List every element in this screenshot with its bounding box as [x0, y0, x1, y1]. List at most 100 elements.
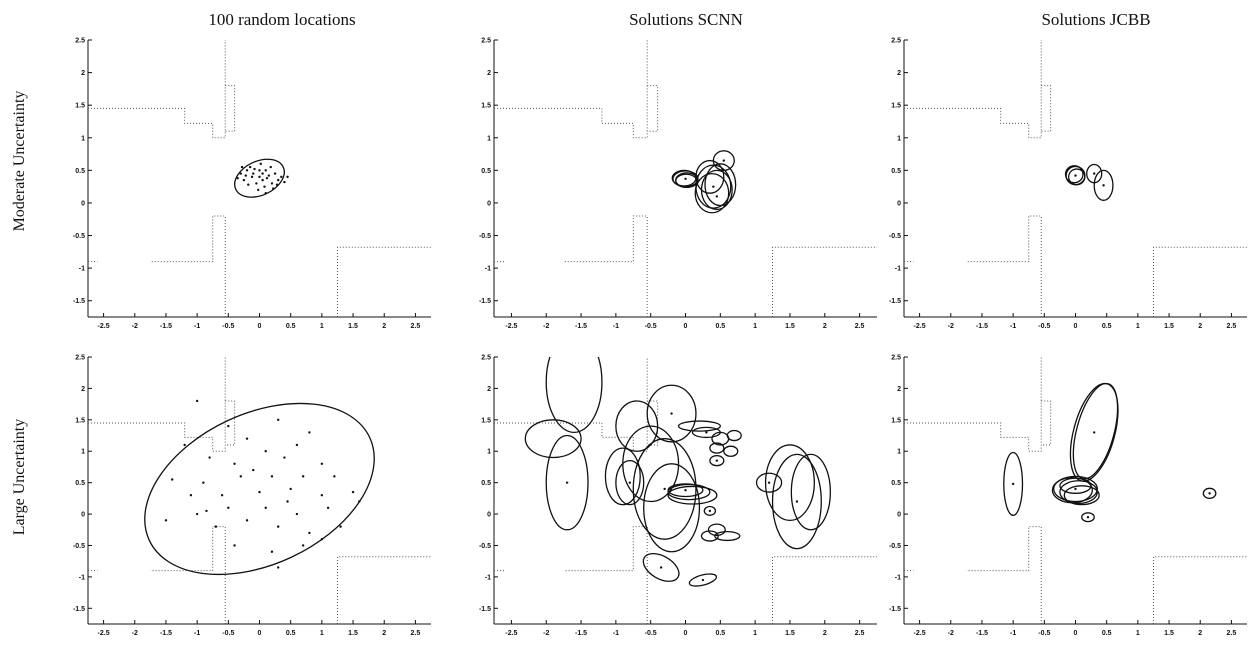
x-tick: 1: [1136, 620, 1140, 637]
x-tick: -0.5: [222, 313, 234, 330]
x-tick-label: -1: [194, 630, 200, 637]
x-tick-label: -0.5: [645, 323, 657, 330]
location-point: [170, 478, 174, 481]
map-wall: [88, 357, 226, 452]
x-tick: -0.5: [222, 620, 234, 637]
x-tick-label: 2: [823, 323, 827, 330]
uncertainty-ellipse: [703, 505, 717, 516]
y-tick-label: -1: [485, 574, 491, 581]
y-tick-label: -1: [485, 266, 491, 273]
x-tick: -2.5: [914, 313, 926, 330]
location-point: [245, 169, 249, 172]
y-tick: 2: [897, 386, 908, 393]
x-tick: -0.5: [1038, 620, 1050, 637]
x-tick: -2.5: [505, 313, 518, 330]
y-tick: 0.5: [481, 168, 498, 175]
location-point: [253, 167, 256, 171]
uncertainty-ellipse: [709, 442, 725, 454]
plot-area: [904, 40, 1247, 317]
map-wall: [337, 556, 431, 624]
location-point: [273, 172, 277, 175]
y-tick-label: -1: [895, 574, 901, 581]
x-tick: 0: [1074, 313, 1078, 330]
location-point: [663, 487, 666, 491]
y-tick: -0.5: [479, 543, 498, 550]
location-point: [283, 456, 286, 459]
location-point: [264, 169, 267, 172]
x-tick-label: -1.5: [575, 630, 587, 637]
location-point: [233, 462, 236, 465]
uncertainty-ellipse: [1064, 165, 1084, 184]
y-tick: 1.5: [891, 103, 908, 110]
x-tick-label: -2: [132, 630, 138, 637]
y-tick-label: 0.5: [75, 168, 85, 175]
x-tick: 2: [382, 313, 386, 330]
plot-area: [88, 357, 431, 624]
y-tick: 0: [897, 512, 908, 519]
location-point: [320, 494, 324, 497]
location-point: [722, 159, 725, 162]
map-wall: [494, 40, 648, 139]
map-wall: [772, 556, 877, 624]
uncertainty-ellipse: [688, 573, 718, 587]
location-point: [270, 550, 274, 553]
x-tick: -1.5: [575, 620, 587, 637]
y-tick-label: 0.5: [891, 480, 901, 487]
location-point: [265, 176, 269, 180]
location-point: [358, 500, 361, 503]
x-tick-label: -1.5: [976, 630, 988, 637]
location-point: [712, 185, 715, 188]
location-point: [1074, 487, 1077, 491]
y-tick-label: -0.5: [889, 233, 901, 240]
y-tick-label: 0: [487, 512, 491, 519]
x-tick-label: 0.5: [715, 630, 725, 637]
x-tick: -1: [613, 313, 619, 330]
y-tick: 1.5: [481, 103, 498, 110]
location-point: [280, 175, 283, 179]
location-point: [1011, 482, 1015, 486]
location-point: [263, 185, 266, 188]
x-tick-label: 1: [1136, 323, 1140, 330]
y-tick-label: 2.5: [75, 355, 85, 362]
y-tick: 0: [487, 512, 498, 519]
y-tick-label: 1: [897, 135, 901, 142]
location-point: [183, 443, 186, 447]
x-tick-label: 2.5: [1227, 323, 1237, 330]
y-tick: 1.5: [481, 417, 498, 424]
location-point: [233, 544, 236, 547]
uncertainty-ellipse: [700, 530, 719, 542]
uncertainty-ellipse: [615, 460, 645, 506]
location-point: [247, 183, 250, 186]
y-tick-label: -1.5: [73, 298, 85, 305]
uncertainty-ellipse: [695, 159, 725, 194]
location-point: [270, 182, 274, 185]
y-tick: 1.5: [75, 417, 92, 424]
x-tick-label: -2.5: [914, 630, 926, 637]
y-tick: 2: [81, 386, 92, 393]
x-tick-label: 1: [320, 323, 324, 330]
x-tick-label: 0: [684, 323, 688, 330]
x-tick: 1: [320, 620, 324, 637]
location-point: [277, 418, 280, 422]
uncertainty-ellipse: [1081, 512, 1095, 523]
x-tick-label: 2.5: [411, 630, 421, 637]
x-tick: 2.5: [855, 313, 865, 330]
x-tick-label: -2.5: [98, 630, 110, 637]
x-tick: 1: [320, 313, 324, 330]
x-tick: 2: [382, 620, 386, 637]
y-tick-label: -1: [79, 574, 85, 581]
uncertainty-ellipse: [1003, 451, 1024, 516]
location-point: [261, 178, 264, 182]
location-point: [715, 459, 719, 462]
uncertainty-ellipse: [764, 444, 815, 521]
x-tick: 2: [1198, 313, 1202, 330]
x-tick-label: 0: [684, 630, 688, 637]
y-tick: -0.5: [479, 233, 498, 240]
uncertainty-ellipse: [643, 463, 701, 553]
y-tick-label: 0.5: [481, 168, 491, 175]
x-tick-label: -2.5: [98, 323, 110, 330]
y-tick-label: 0.5: [891, 168, 901, 175]
map-wall: [1041, 400, 1052, 446]
x-tick: 1.5: [785, 313, 795, 330]
x-tick-label: -0.5: [1038, 630, 1050, 637]
